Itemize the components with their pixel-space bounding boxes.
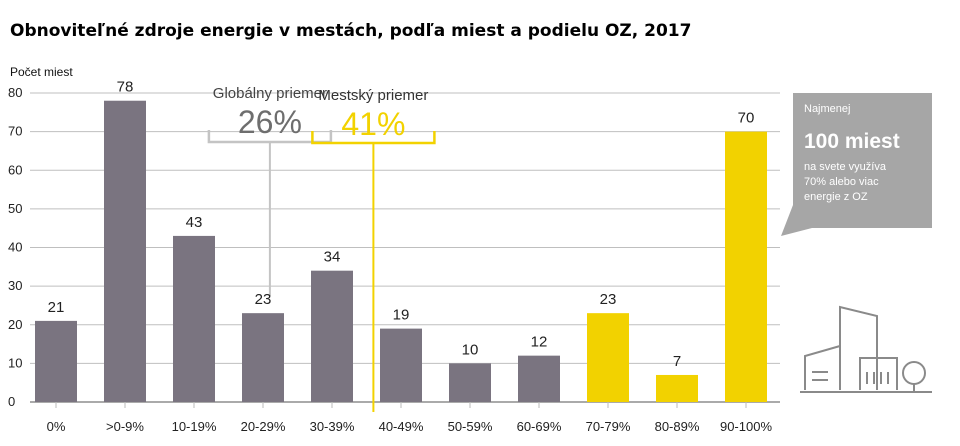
chart-title: Obnoviteľné zdroje energie v mestách, po…: [10, 21, 691, 41]
global-average-value: 26%: [238, 104, 302, 140]
callout-background: [781, 93, 932, 236]
callout-line-5: energie z OZ: [804, 191, 868, 203]
category-label: 70-79%: [586, 419, 631, 434]
urban-average-label: Mestský priemer: [318, 87, 428, 104]
bar-3: [242, 313, 284, 402]
y-tick-label: 20: [8, 317, 22, 332]
y-axis-label: Počet miest: [10, 65, 73, 79]
bar-10: [725, 131, 767, 402]
bar-0: [35, 320, 77, 402]
category-label: 50-59%: [448, 419, 493, 434]
bar-5: [380, 328, 422, 402]
category-labels: 0% >0-9% 10-19% 20-29% 30-39% 40-49% 50-59% 60-…: [47, 419, 773, 434]
category-label: >0-9%: [106, 419, 144, 434]
category-label: 0%: [47, 419, 66, 434]
bar-value-labels: 21 78 43 23 34 19 10 12 23 7 70: [48, 79, 755, 370]
y-tick-label: 50: [8, 201, 22, 216]
bar-value-label: 7: [673, 353, 681, 370]
category-label: 60-69%: [517, 419, 562, 434]
callout-line-2: 100 miest: [804, 130, 900, 153]
gridlines: [30, 92, 780, 408]
bar-value-label: 78: [117, 79, 134, 96]
global-average-marker: Globálny priemer 26%: [207, 85, 333, 296]
callout-line-1: Najmenej: [804, 103, 850, 115]
bar-9: [656, 374, 698, 402]
y-tick-label: 0: [8, 394, 15, 409]
bar-7: [518, 355, 560, 402]
urban-average-marker: Mestský priemer 41%: [311, 87, 436, 412]
city-buildings-icon: [800, 305, 932, 393]
urban-average-value: 41%: [341, 106, 405, 142]
bar-value-label: 12: [531, 334, 548, 351]
category-label: 20-29%: [241, 419, 286, 434]
callout-line-4: 70% alebo viac: [804, 176, 879, 188]
bar-value-label: 19: [393, 307, 410, 324]
bar-1: [104, 100, 146, 402]
bar-value-label: 23: [255, 291, 272, 308]
callout-box: Najmenej 100 miest na svete využíva 70% …: [781, 93, 932, 236]
bar-8: [587, 313, 629, 402]
category-label: 30-39%: [310, 419, 355, 434]
y-tick-label: 30: [8, 278, 22, 293]
bar-value-label: 21: [48, 299, 65, 316]
category-label: 80-89%: [655, 419, 700, 434]
bar-value-label: 23: [600, 291, 617, 308]
category-label: 40-49%: [379, 419, 424, 434]
bar-value-label: 70: [738, 110, 755, 127]
bar-6: [449, 363, 491, 402]
bar-4: [311, 270, 353, 402]
y-tick-label: 80: [8, 85, 22, 100]
y-tick-labels: 0 10 20 30 40 50 60 70 80: [8, 85, 22, 409]
y-tick-label: 40: [8, 240, 22, 255]
bars: [35, 100, 767, 402]
y-tick-label: 70: [8, 124, 22, 139]
callout-line-3: na svete využíva: [804, 161, 887, 173]
bar-value-label: 10: [462, 341, 479, 358]
bar-value-label: 34: [324, 249, 341, 266]
y-tick-label: 10: [8, 355, 22, 370]
y-tick-label: 60: [8, 162, 22, 177]
bar-value-label: 43: [186, 214, 203, 231]
category-label: 10-19%: [172, 419, 217, 434]
global-average-label: Globálny priemer: [213, 85, 327, 102]
category-label: 90-100%: [720, 419, 772, 434]
bar-2: [173, 235, 215, 402]
